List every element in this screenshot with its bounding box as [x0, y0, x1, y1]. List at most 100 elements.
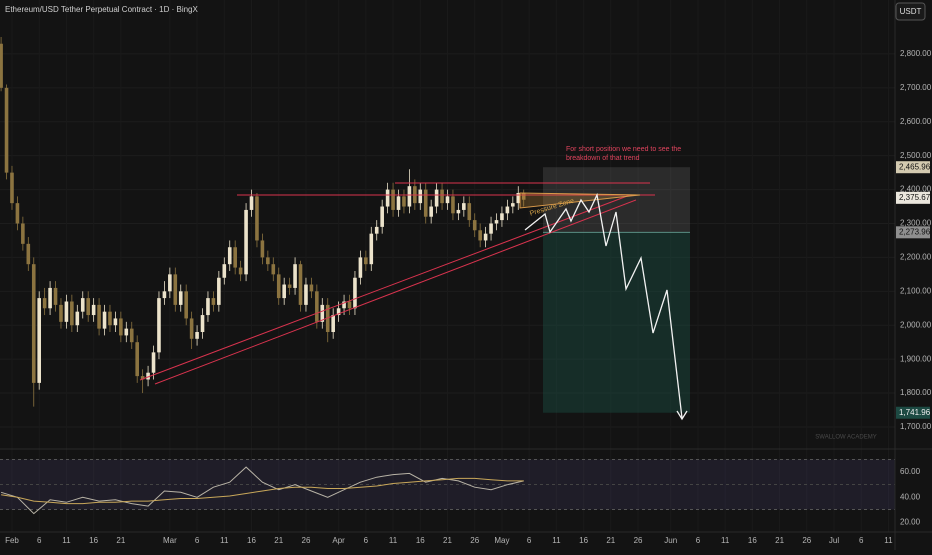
rsi-tick-label: 20.00	[900, 518, 921, 527]
candle-body	[478, 230, 482, 241]
x-tick-label: 16	[89, 536, 98, 545]
x-tick-label: 6	[195, 536, 200, 545]
x-tick-label: 26	[302, 536, 311, 545]
candle-body	[282, 284, 286, 299]
candle-body	[374, 226, 379, 234]
y-tick-label: 1,900.00	[900, 354, 932, 363]
x-tick-label: 11	[220, 536, 229, 545]
x-tick-label: 6	[364, 536, 369, 545]
candle-body	[0, 43, 3, 88]
candle-body	[31, 264, 36, 383]
x-tick-label: May	[494, 536, 509, 545]
candle-body	[26, 243, 31, 265]
projection-arrow	[676, 410, 688, 421]
watermark: SWALLOW ACADEMY	[815, 435, 876, 441]
x-tick-label: 26	[470, 536, 479, 545]
candle-body	[505, 206, 510, 214]
y-tick-label: 2,700.00	[900, 83, 932, 92]
candle-body	[385, 189, 390, 207]
candle-body	[440, 189, 444, 204]
candle-body	[380, 206, 384, 227]
candle-body	[249, 196, 254, 210]
candle-body	[48, 287, 52, 309]
x-tick-label: Apr	[332, 536, 345, 545]
x-tick-label: 6	[37, 536, 42, 545]
candle-body	[418, 189, 423, 204]
candle-body	[489, 223, 493, 234]
candle-body	[21, 223, 25, 244]
candle-body	[53, 287, 58, 305]
candle-body	[494, 220, 499, 224]
candle-body	[157, 298, 161, 353]
currency-button[interactable]	[895, 2, 926, 21]
candle-body	[369, 233, 374, 265]
rsi-tick-label: 60.00	[900, 467, 921, 476]
candle-body	[358, 257, 363, 278]
candle-body	[347, 301, 352, 309]
candle-body	[10, 172, 14, 204]
candle-body	[434, 189, 439, 207]
y-tick-label: 2,500.00	[900, 151, 932, 160]
candle-body	[4, 87, 9, 173]
candle-body	[233, 247, 237, 268]
x-tick-label: 16	[748, 536, 757, 545]
x-tick-label: Jun	[664, 536, 677, 545]
candle-body	[119, 318, 123, 336]
candle-body	[178, 291, 183, 305]
candle-body	[15, 203, 20, 224]
candle-body	[298, 264, 303, 305]
candle-body	[238, 267, 243, 275]
candle-body	[102, 311, 107, 329]
candle-body	[162, 291, 167, 299]
candle-body	[80, 298, 85, 312]
candle-body	[500, 213, 504, 221]
rsi-tick-label: 40.00	[900, 492, 921, 501]
chart-title: Ethereum/USD Tether Perpetual Contract ·…	[5, 5, 198, 14]
candle-body	[42, 298, 47, 309]
candle-body	[271, 264, 276, 275]
y-tick-label: 2,600.00	[900, 117, 932, 126]
candle-body	[184, 291, 188, 319]
x-tick-label: 21	[775, 536, 784, 545]
candle-body	[217, 277, 221, 305]
axis-labels: 2,800.00 2,700.00 2,600.00 2,500.00 2,400.00…	[5, 49, 932, 545]
candle-body	[140, 376, 145, 380]
x-tick-label: 16	[416, 536, 425, 545]
y-tick-label: 2,000.00	[900, 320, 932, 329]
candle-body	[59, 304, 63, 322]
candle-body	[429, 206, 433, 217]
x-tick-label: 6	[527, 536, 532, 545]
x-tick-label: 21	[443, 536, 452, 545]
price-label-box	[896, 226, 930, 239]
price-label: 2,273.96	[899, 227, 931, 236]
candle-body	[135, 342, 139, 377]
candle-body	[211, 298, 216, 305]
candle-body	[173, 274, 178, 305]
price-label-box	[896, 161, 930, 174]
candle-body	[342, 301, 346, 309]
y-tick-label: 1,800.00	[900, 388, 932, 397]
projection-path	[524, 192, 683, 419]
candle-body	[445, 196, 450, 204]
candle-body	[353, 277, 357, 309]
position-boxes	[543, 167, 690, 413]
y-tick-label: 2,400.00	[900, 185, 932, 194]
x-tick-label: 11	[62, 536, 71, 545]
candle-body	[467, 203, 472, 221]
grid	[0, 0, 895, 532]
candle-body	[227, 247, 232, 265]
x-tick-label: Jul	[829, 536, 839, 545]
x-tick-label: Feb	[5, 536, 19, 545]
candle-body	[86, 298, 90, 316]
currency-label[interactable]: USDT	[900, 7, 922, 16]
candle-body	[255, 196, 259, 241]
candle-body	[97, 304, 101, 329]
candle-body	[260, 240, 265, 258]
candle-body	[336, 308, 341, 316]
candle-body	[320, 304, 325, 322]
x-tick-label: 16	[247, 536, 256, 545]
y-tick-label: 1,700.00	[900, 422, 932, 431]
candle-body	[222, 264, 227, 278]
rsi-ma-line	[1, 477, 524, 505]
